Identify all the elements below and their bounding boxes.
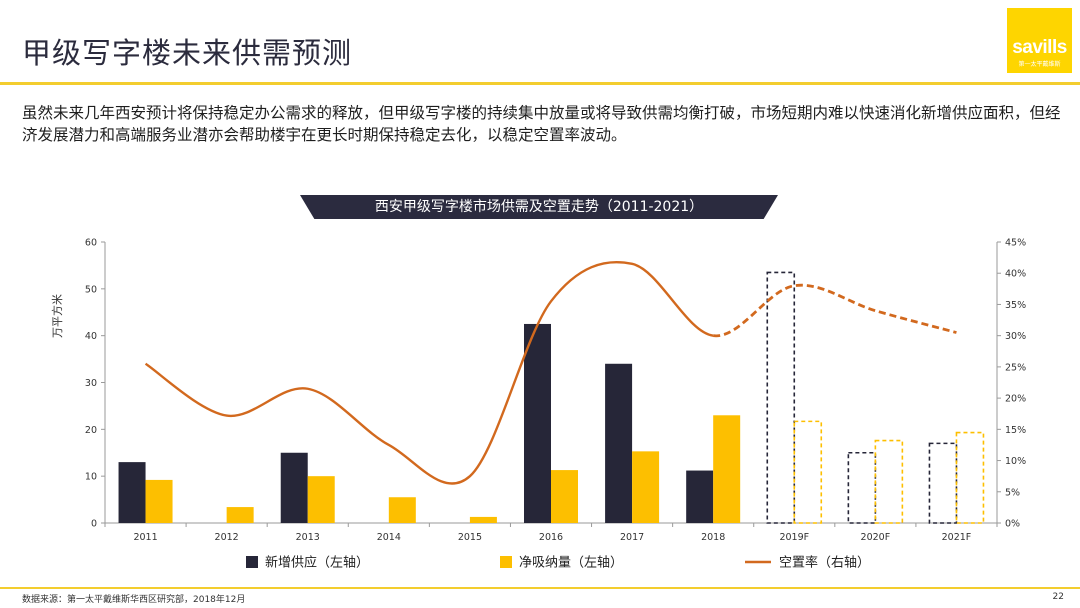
x-tick-label: 2018 xyxy=(701,532,725,543)
chart-title-banner: 西安甲级写字楼市场供需及空置走势（2011-2021） xyxy=(300,195,778,219)
left-tick-label: 10 xyxy=(85,472,97,483)
legend-label-supply: 新增供应（左轴） xyxy=(265,555,369,571)
logo-wordmark: savills xyxy=(1012,37,1067,58)
left-tick-label: 0 xyxy=(91,519,97,530)
logo-subtitle: 第一太平戴维斯 xyxy=(1018,61,1061,68)
absorption-bar xyxy=(145,479,173,523)
absorption-bar xyxy=(632,451,660,523)
right-tick-label: 30% xyxy=(1005,331,1026,342)
supply-bar xyxy=(280,452,308,523)
source-note: 数据来源：第一太平戴维斯华西区研究部，2018年12月 xyxy=(22,595,246,605)
right-tick-label: 40% xyxy=(1005,269,1026,280)
absorption-bar xyxy=(388,497,416,523)
x-tick-label: 2011 xyxy=(133,532,157,543)
intro-paragraph: 虽然未来几年西安预计将保持稳定办公需求的释放，但甲级写字楼的持续集中放量或将导致… xyxy=(22,104,1061,144)
supply-bar xyxy=(118,462,146,523)
legend-label-absorption: 净吸纳量（左轴） xyxy=(519,556,623,571)
right-tick-label: 45% xyxy=(1005,238,1026,249)
supply-bar xyxy=(524,323,551,523)
vacancy-line-actual xyxy=(144,260,714,485)
absorption-bar xyxy=(713,415,741,523)
right-tick-label: 10% xyxy=(1005,456,1026,467)
x-tick-label: 2017 xyxy=(620,532,644,543)
absorption-bar xyxy=(955,431,985,524)
x-tick-label: 2012 xyxy=(215,532,239,543)
left-tick-label: 60 xyxy=(85,238,97,249)
supply-bar xyxy=(766,271,796,524)
x-tick-label: 2020F xyxy=(861,532,891,543)
x-tick-label: 2015 xyxy=(458,532,482,543)
right-tick-label: 25% xyxy=(1005,362,1026,373)
vacancy-line-forecast xyxy=(712,283,957,338)
y-axis-label: 万平方米 xyxy=(50,294,64,338)
header-divider xyxy=(0,82,1080,85)
absorption-bar xyxy=(469,516,497,523)
left-tick-label: 30 xyxy=(85,378,97,389)
absorption-bar xyxy=(226,507,254,523)
legend-swatch-supply xyxy=(246,556,258,568)
supply-bar xyxy=(686,470,714,523)
right-tick-label: 15% xyxy=(1005,425,1026,436)
savills-logo: savills 第一太平戴维斯 xyxy=(1007,8,1072,73)
page-number: 22 xyxy=(1052,592,1064,602)
absorption-bar xyxy=(307,476,335,523)
x-tick-label: 2014 xyxy=(377,532,401,543)
absorption-bar xyxy=(551,470,578,523)
x-tick-label: 2019F xyxy=(779,532,809,543)
left-tick-label: 20 xyxy=(85,425,97,436)
x-tick-label: 2016 xyxy=(539,532,563,543)
x-tick-label: 2013 xyxy=(296,532,320,543)
footer-divider xyxy=(0,587,1080,589)
right-tick-label: 35% xyxy=(1005,300,1026,311)
absorption-bar xyxy=(874,439,904,524)
legend-label-vacancy: 空置率（右轴） xyxy=(779,555,870,571)
right-tick-label: 20% xyxy=(1005,394,1026,405)
supply-bar xyxy=(847,451,877,524)
left-tick-label: 40 xyxy=(85,331,97,342)
absorption-bar xyxy=(793,420,823,524)
x-tick-label: 2021F xyxy=(942,532,972,543)
page-title: 甲级写字楼未来供需预测 xyxy=(22,36,353,70)
supply-bar xyxy=(928,442,958,524)
chart-title: 西安甲级写字楼市场供需及空置走势（2011-2021） xyxy=(374,199,704,215)
legend-swatch-absorption xyxy=(500,556,512,568)
left-tick-label: 50 xyxy=(85,284,97,295)
supply-bar xyxy=(605,363,633,523)
right-tick-label: 0% xyxy=(1005,519,1020,530)
right-tick-label: 5% xyxy=(1005,487,1020,498)
